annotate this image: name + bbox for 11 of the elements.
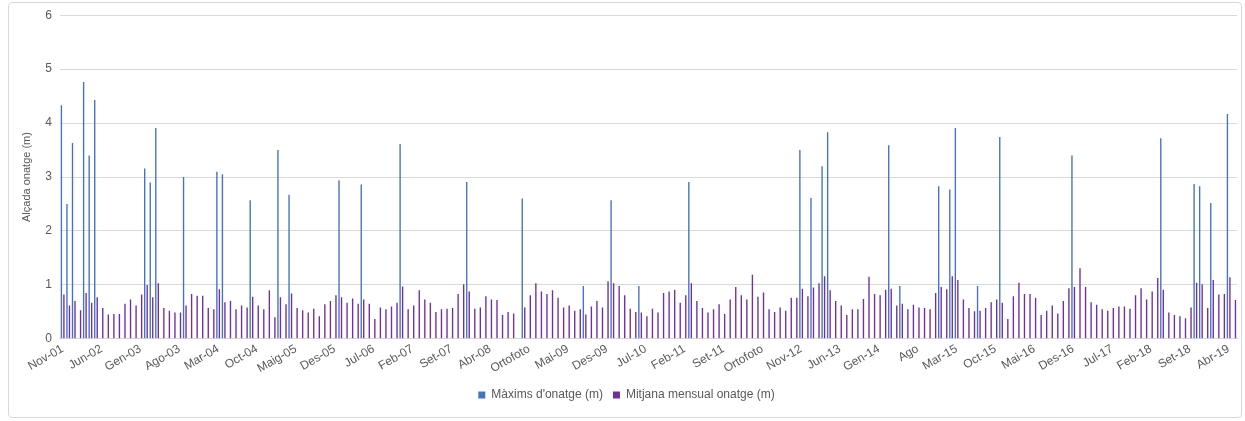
legend-label: Mitjana mensual onatge (m) (625, 387, 775, 402)
y-tick-label: 0 (45, 331, 53, 346)
legend-label: Màxims d'onatge (m) (491, 387, 603, 402)
y-tick-label: 1 (45, 277, 53, 292)
y-tick-label: 3 (45, 169, 53, 184)
y-tick-label: 2 (45, 223, 53, 238)
y-tick-label: 5 (45, 61, 53, 76)
y-axis-title: Alçada onatge (m) (19, 132, 32, 222)
y-tick-label: 4 (45, 115, 53, 130)
y-tick-label: 6 (45, 7, 53, 22)
x-tick-label: Ago (895, 341, 922, 365)
